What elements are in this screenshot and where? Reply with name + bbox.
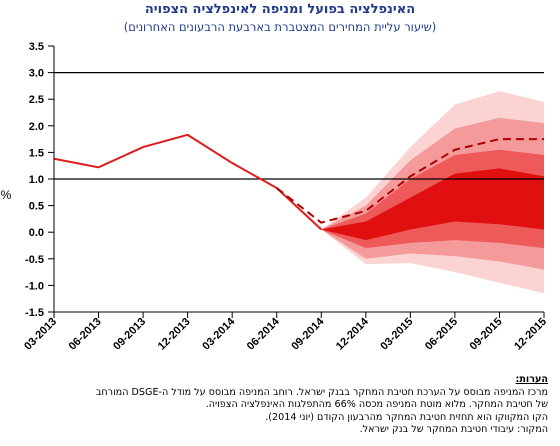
notes-line: מרכז המניפה מבוסס על הערכת חטיבת המחקר ב… xyxy=(95,386,548,398)
notes-header: הערות: xyxy=(515,374,548,385)
x-tick-label: 12-2015 xyxy=(512,316,549,353)
fan-chart: 3.53.02.52.01.51.00.50.0-0.5-1.0-1.503-2… xyxy=(1,41,549,353)
y-tick-label: 0.0 xyxy=(29,227,44,239)
y-tick-label: 3.5 xyxy=(29,41,44,53)
y-tick-label: 2.5 xyxy=(29,94,44,106)
x-tick-label: 06-2015 xyxy=(423,316,460,353)
notes-block: הערות: מרכז המניפה מבוסס על הערכת חטיבת … xyxy=(12,374,548,437)
x-tick-label: 12-2014 xyxy=(334,315,372,353)
series-lines xyxy=(53,133,544,231)
y-tick-label: 3.0 xyxy=(29,68,44,80)
y-tick-label: -1.5 xyxy=(25,307,44,319)
x-tick-label: 03-2015 xyxy=(378,316,415,353)
fan-band-4 xyxy=(321,168,544,241)
forecast-line xyxy=(276,138,544,224)
notes-line: המקור: עיבודי חטיבת המחקר של בנק ישראל. xyxy=(359,424,548,436)
x-tick-label: 09-2013 xyxy=(111,316,148,353)
y-tick-label: 2.0 xyxy=(29,121,44,133)
x-tick-label: 06-2014 xyxy=(245,315,283,353)
y-tick-label: 1.5 xyxy=(29,147,44,159)
actual-line xyxy=(53,133,322,231)
x-tick-label: 09-2015 xyxy=(468,316,505,353)
chart-subtitle: (שיעור עליית המחירים המצטברת בארבעת הרבע… xyxy=(123,20,437,34)
y-tick-label: -0.5 xyxy=(25,254,44,266)
x-tick-label: 12-2013 xyxy=(156,316,193,353)
notes-line: הקו המקווקו הוא תחזית חטיבת המחקר מהרבעו… xyxy=(265,411,548,423)
fan-bands xyxy=(321,91,544,294)
y-tick-label: -1.0 xyxy=(25,280,44,292)
x-tick-label: 06-2013 xyxy=(67,316,104,353)
x-tick-label: 09-2014 xyxy=(289,315,327,353)
notes-line: של חטיבת המחקר. מלוא מוטת המניפה מכסה 66… xyxy=(205,399,548,411)
reference-lines xyxy=(54,71,544,180)
x-tick-label: 03-2014 xyxy=(200,315,238,353)
x-tick-label: 03-2013 xyxy=(22,316,59,353)
y-tick-label: 1.0 xyxy=(29,174,44,186)
y-axis-label: % xyxy=(1,188,12,202)
y-tick-label: 0.5 xyxy=(29,201,44,213)
chart-title: האינפלציה בפועל ומניפה לאינפלציה הצפויה xyxy=(144,2,416,17)
